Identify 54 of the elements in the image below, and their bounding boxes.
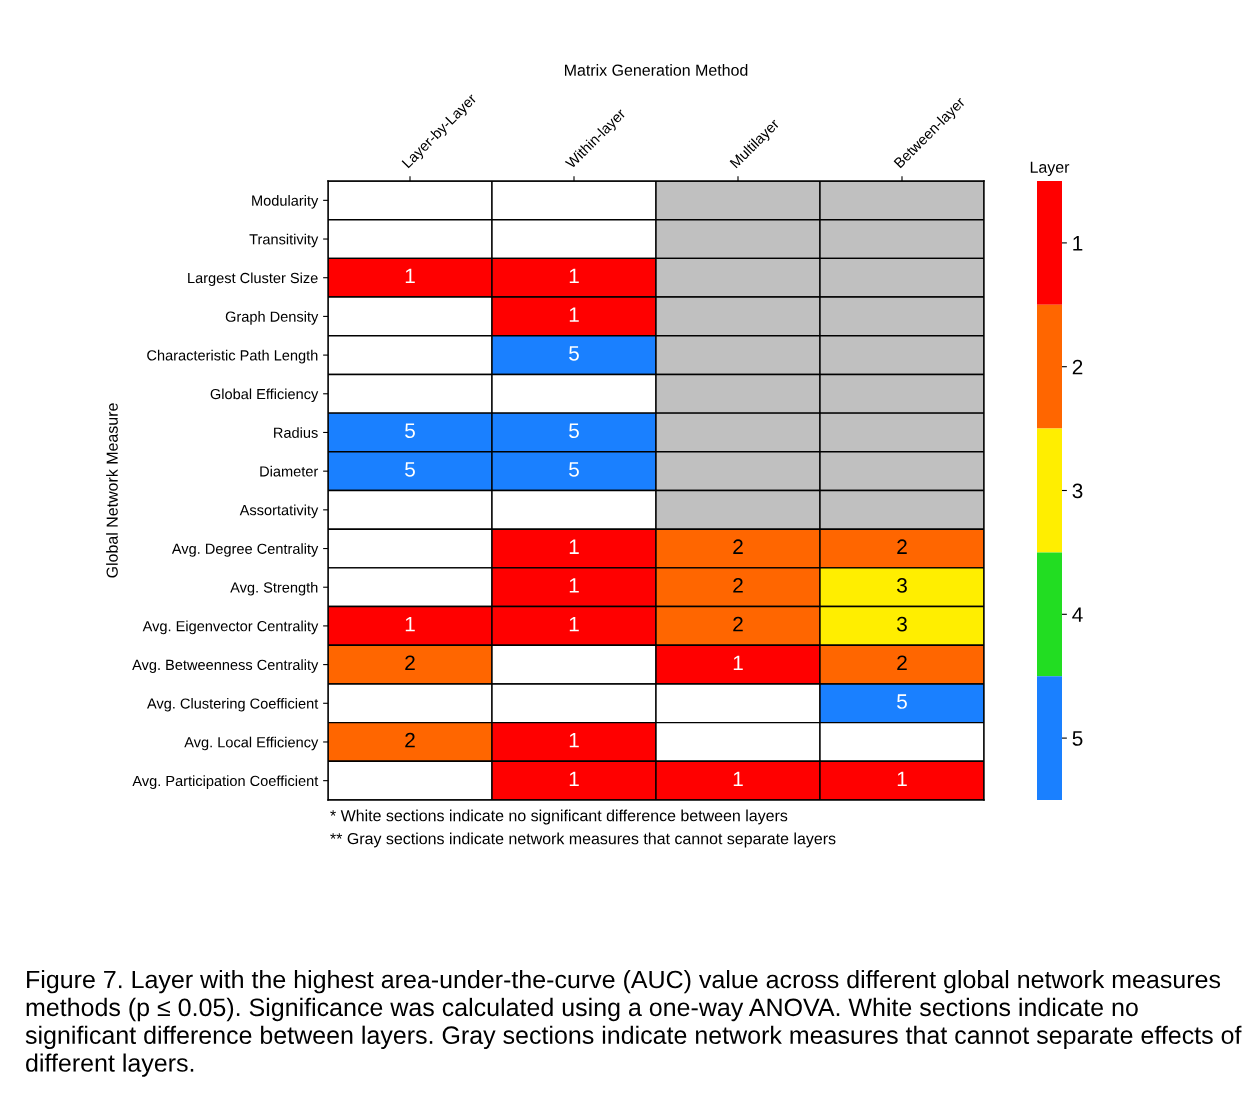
data-label: 1 bbox=[569, 616, 579, 632]
y-axis-title: Global Network Measure bbox=[106, 403, 118, 578]
data-label: 2 bbox=[897, 539, 907, 554]
y-tick-label: Diameter bbox=[260, 465, 319, 477]
data-label: 1 bbox=[569, 307, 579, 322]
text: ** Gray sections indicate network measures that cannot separate layers bbox=[330, 832, 836, 848]
data-label: 2 bbox=[733, 539, 743, 554]
data-label: 3 bbox=[897, 616, 907, 632]
data-label: 1 bbox=[569, 771, 579, 787]
color-bar-title: Layer bbox=[1030, 161, 1070, 176]
data-label: 2 bbox=[733, 616, 743, 632]
data-label: 1 bbox=[733, 655, 743, 670]
data-label: 5 bbox=[405, 462, 415, 477]
data-label: 2 bbox=[405, 655, 415, 670]
data-label: 2 bbox=[897, 655, 907, 670]
x-axis-title: Matrix Generation Method bbox=[564, 64, 748, 76]
y-tick-label: Avg. Local Efficiency bbox=[184, 736, 319, 751]
data-label: 2 bbox=[405, 732, 415, 748]
data-label: 2 bbox=[733, 578, 743, 593]
data-label: 1 bbox=[733, 771, 743, 787]
y-tick-label: Radius bbox=[274, 427, 318, 438]
data-label: 1 bbox=[405, 616, 415, 632]
color-bar-label: 4 bbox=[1072, 607, 1083, 622]
y-tick-label: Avg. Strength bbox=[230, 581, 318, 596]
data-label: 1 bbox=[569, 539, 579, 554]
data-label: 1 bbox=[569, 268, 579, 284]
data-label: 1 bbox=[897, 771, 907, 787]
data-label: 1 bbox=[569, 733, 579, 748]
y-tick-label: Characteristic Path Length bbox=[147, 349, 318, 364]
color-bar-label: 1 bbox=[1073, 236, 1083, 251]
data-label: 5 bbox=[569, 462, 579, 477]
y-tick-label: Avg. Degree Centrality bbox=[171, 543, 319, 557]
y-tick-label: Largest Cluster Size bbox=[188, 272, 318, 287]
caption: Figure 7. Layer with the highest area-under-the-curve (AUC) value across different global network measures methods (p ≤ 0.05). Significance was calculated using a one-way ANOVA. White sections indicate no significant difference between layers. Gray sections indicate network measures that cannot separate effects of different layers. bbox=[25, 970, 1242, 1077]
y-tick-label: Global Efficiency bbox=[210, 388, 319, 403]
y-tick-label: Avg. Betweenness Centrality bbox=[132, 659, 319, 673]
color-bar-label: 2 bbox=[1072, 359, 1083, 375]
data-label: 1 bbox=[569, 578, 579, 593]
y-tick-label: Graph Density bbox=[225, 311, 319, 325]
text: * White sections indicate no significant difference between layers bbox=[330, 809, 788, 825]
y-tick-label: Modularity bbox=[252, 195, 319, 209]
y-tick-label: Avg. Participation Coefficient bbox=[132, 775, 319, 789]
y-tick-label: Avg. Eigenvector Centrality bbox=[142, 620, 319, 635]
data-label: 5 bbox=[405, 423, 415, 439]
y-tick-label: Transitivity bbox=[249, 233, 319, 248]
y-tick-label: Avg. Clustering Coefficient bbox=[146, 698, 319, 712]
data-label: 5 bbox=[569, 423, 579, 439]
data-label: 1 bbox=[405, 268, 415, 284]
data-label: 3 bbox=[897, 578, 907, 593]
data-label: 5 bbox=[569, 346, 579, 361]
color-bar-label: 5 bbox=[1072, 731, 1083, 746]
y-tick-label: Assortativity bbox=[239, 504, 319, 519]
data-label: 5 bbox=[897, 694, 907, 709]
color-bar-label: 3 bbox=[1072, 483, 1083, 499]
